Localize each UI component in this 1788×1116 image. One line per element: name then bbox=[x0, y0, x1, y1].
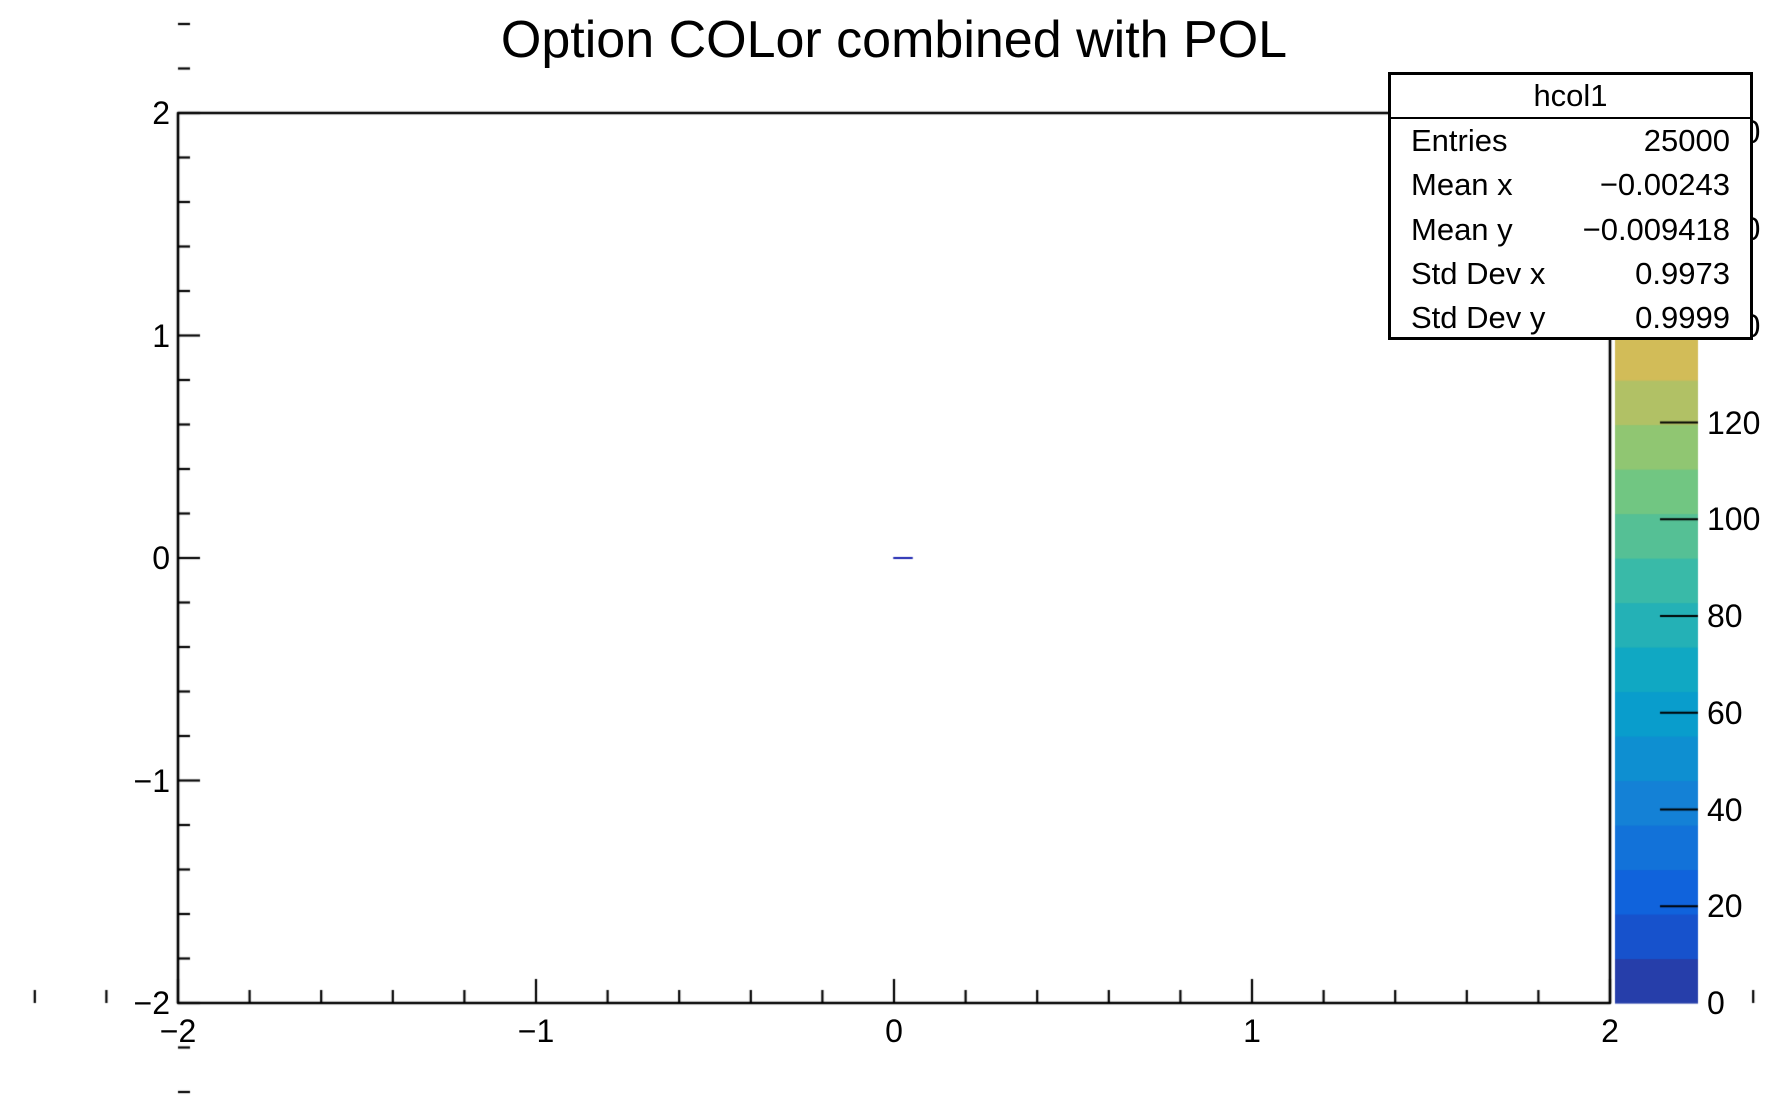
stats-row-mean-y: Mean y −0.009418 bbox=[1391, 207, 1750, 251]
stats-label: Entries bbox=[1411, 123, 1508, 159]
stats-value: 25000 bbox=[1643, 123, 1730, 159]
palette-tick-label: 80 bbox=[1707, 598, 1743, 635]
y-tick-label: 2 bbox=[152, 95, 170, 131]
stats-label: Std Dev y bbox=[1411, 299, 1546, 335]
stats-row-std-dev-y: Std Dev y 0.9999 bbox=[1391, 296, 1750, 340]
stats-value: 0.9999 bbox=[1635, 299, 1730, 335]
palette-tick-label: 20 bbox=[1707, 888, 1743, 925]
y-tick-label: −1 bbox=[133, 762, 170, 799]
stats-value: 0.9973 bbox=[1635, 255, 1730, 291]
stats-row-std-dev-x: Std Dev x 0.9973 bbox=[1391, 252, 1750, 296]
stats-row-mean-x: Mean x −0.00243 bbox=[1391, 163, 1750, 207]
x-tick-label: 0 bbox=[885, 1013, 903, 1049]
palette-tick-label: 60 bbox=[1707, 694, 1743, 731]
x-tick-label: 1 bbox=[1243, 1013, 1261, 1049]
stats-value: −0.00243 bbox=[1599, 167, 1730, 203]
palette-tick-label: 40 bbox=[1707, 791, 1743, 828]
x-tick-label: −1 bbox=[517, 1013, 555, 1049]
palette-tick-label: 0 bbox=[1707, 985, 1725, 1021]
stats-label: Mean x bbox=[1411, 167, 1513, 203]
stats-box-title: hcol1 bbox=[1391, 75, 1750, 119]
palette-tick-label: 120 bbox=[1707, 404, 1761, 441]
y-tick-label: 0 bbox=[152, 540, 170, 576]
stats-value: −0.009418 bbox=[1582, 211, 1730, 247]
stats-label: Mean y bbox=[1411, 211, 1513, 247]
y-tick-label: 1 bbox=[152, 317, 170, 354]
x-tick-label: −2 bbox=[159, 1013, 197, 1049]
palette-tick-label: 100 bbox=[1707, 501, 1761, 538]
stats-row-entries: Entries 25000 bbox=[1391, 119, 1750, 163]
x-tick-label: 2 bbox=[1601, 1013, 1619, 1049]
stats-box-rows: Entries 25000 Mean x −0.00243 Mean y −0.… bbox=[1391, 119, 1750, 340]
plot-title: Option COLor combined with POL bbox=[500, 11, 1288, 69]
y-tick-label: −2 bbox=[133, 985, 170, 1021]
stats-label: Std Dev x bbox=[1411, 255, 1546, 291]
stats-box: hcol1 Entries 25000 Mean x −0.00243 Mean… bbox=[1388, 72, 1753, 340]
